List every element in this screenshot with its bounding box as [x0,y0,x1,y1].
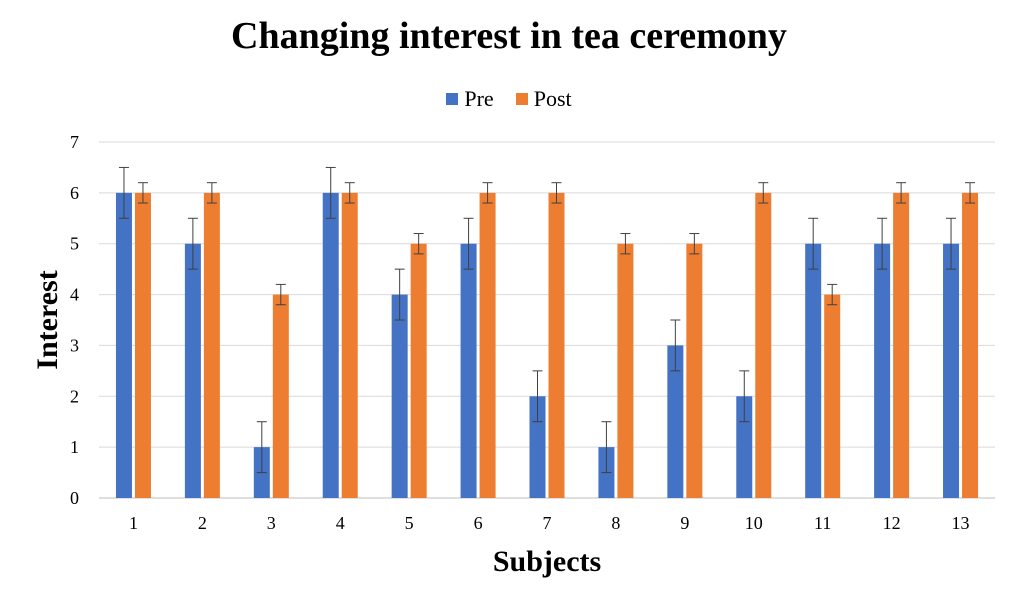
x-tick-label: 4 [336,513,345,533]
error-bar-pre-4 [325,166,336,219]
x-axis-ticks: 1 2 3 4 5 6 7 8 9 10 11 12 13 [129,513,970,533]
error-bar-post-3 [275,283,286,306]
error-bar-pre-7 [532,370,543,423]
error-bar-post-12 [896,182,907,204]
error-bar-pre-3 [256,421,267,474]
bar-pre-2 [184,243,201,498]
error-bar-pre-8 [601,421,612,474]
error-bar-post-4 [344,182,355,204]
bars [115,192,979,498]
y-tick-label: 7 [70,132,79,152]
error-bar-pre-6 [463,217,474,270]
bar-post-5 [410,243,427,498]
y-tick-label: 4 [70,285,79,305]
bar-pre-6 [460,243,477,498]
x-tick-label: 12 [883,513,901,533]
grid [99,141,995,499]
legend-item-post: Post [515,86,572,112]
y-axis-title: Interest [31,270,64,369]
error-bar-post-8 [620,233,631,255]
bar-post-9 [686,243,703,498]
y-tick-label: 0 [70,488,79,508]
bar-post-8 [617,243,634,498]
error-bar-post-7 [551,182,562,204]
bar-pre-11 [805,243,822,498]
error-bar-post-1 [137,182,148,204]
error-bar-pre-1 [118,166,129,219]
bar-post-13 [962,192,979,498]
error-bar-pre-13 [946,217,957,270]
x-tick-label: 7 [543,513,552,533]
x-tick-label: 10 [745,513,763,533]
bar-post-12 [893,192,910,498]
bar-pre-12 [874,243,891,498]
bar-pre-4 [322,192,339,498]
error-bar-pre-10 [739,370,750,423]
bar-post-6 [479,192,496,498]
x-axis-title: Subjects [493,545,601,578]
bar-post-1 [134,192,151,498]
error-bar-pre-11 [808,217,819,270]
x-tick-label: 1 [129,513,138,533]
x-tick-label: 8 [611,513,620,533]
x-tick-label: 6 [474,513,483,533]
error-bar-post-6 [482,182,493,204]
y-tick-label: 1 [70,437,79,457]
error-bar-post-10 [758,182,769,204]
legend-swatch-post [515,93,528,105]
error-bar-post-13 [965,182,976,204]
x-tick-label: 5 [405,513,414,533]
bar-pre-9 [667,345,684,498]
legend-label-pre: Pre [464,86,494,111]
bar-pre-13 [943,243,960,498]
bar-post-3 [272,294,289,498]
bar-post-4 [341,192,358,498]
bar-pre-1 [115,192,132,498]
error-bars [118,166,976,474]
error-bar-pre-5 [394,268,405,321]
x-tick-label: 13 [952,513,970,533]
y-tick-label: 3 [70,335,79,355]
error-bar-post-11 [827,283,838,306]
legend-swatch-pre [446,93,459,105]
y-tick-label: 6 [70,183,79,203]
error-bar-post-5 [413,233,424,255]
error-bar-pre-2 [187,217,198,270]
y-axis-ticks: 0 1 2 3 4 5 6 7 [70,132,79,508]
x-tick-label: 3 [267,513,276,533]
legend-item-pre: Pre [446,86,494,112]
bar-post-10 [755,192,772,498]
y-tick-label: 5 [70,234,79,254]
bar-post-11 [824,294,841,498]
error-bar-post-2 [206,182,217,204]
y-tick-label: 2 [70,386,79,406]
error-bar-post-9 [689,233,700,255]
x-tick-label: 9 [680,513,689,533]
legend: Pre Post [0,86,1018,112]
bar-pre-5 [391,294,408,498]
x-tick-label: 2 [198,513,207,533]
error-bar-pre-9 [670,319,681,372]
x-tick-label: 11 [814,513,831,533]
error-bar-pre-12 [877,217,888,270]
legend-label-post: Post [533,86,572,111]
bar-post-2 [203,192,220,498]
bar-post-7 [548,192,565,498]
chart-title: Changing interest in tea ceremony [231,15,787,57]
